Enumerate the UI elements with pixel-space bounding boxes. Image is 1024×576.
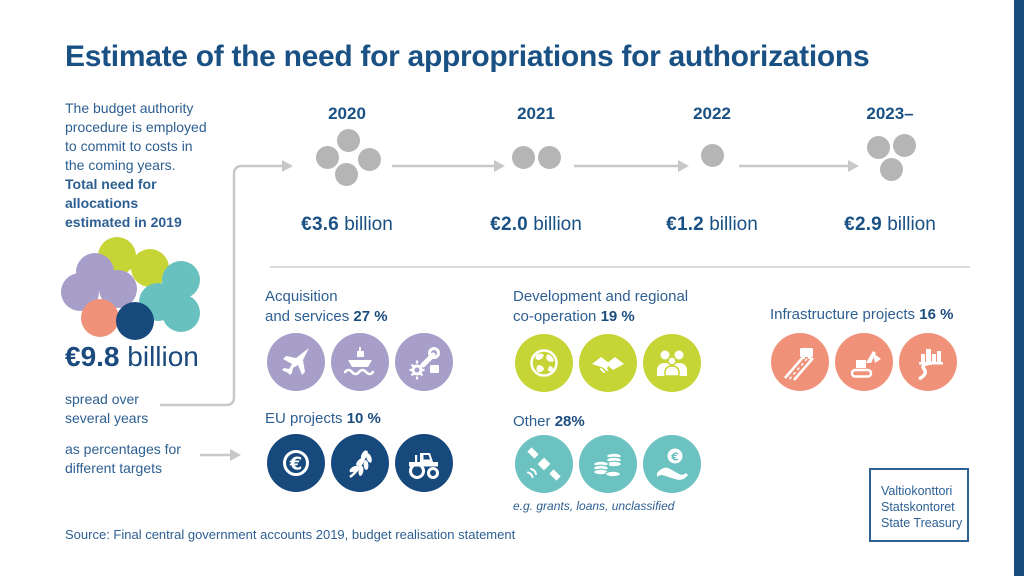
ship-icon	[331, 333, 389, 391]
timeline-dot	[511, 145, 535, 169]
year-label: 2023–	[866, 104, 914, 123]
category-label-other: Other 28%	[513, 413, 585, 430]
category-icons-other: €	[515, 435, 701, 493]
fighter-jet-icon	[267, 333, 325, 391]
timeline-dot	[700, 143, 724, 167]
intro-text-bold: Total need for allocations estimated in …	[65, 176, 182, 230]
svg-text:€: €	[670, 451, 679, 464]
people-icon	[643, 334, 701, 392]
category-label-infrastructure: Infrastructure projects 16 %	[770, 306, 954, 323]
timeline-dot	[315, 145, 339, 169]
logo-line: State Treasury	[881, 516, 963, 530]
category-icons-infrastructure	[771, 333, 957, 391]
timeline-dot	[892, 133, 916, 157]
amount-label: €2.9 billion	[844, 214, 936, 235]
dot-cluster	[810, 124, 970, 212]
satellite-icon	[515, 435, 573, 493]
logo-line: Statskontoret	[881, 500, 955, 514]
excavator-icon	[835, 333, 893, 391]
timeline-column-2022: 2022 €1.2 billion	[632, 104, 792, 236]
timeline-dot	[879, 157, 903, 181]
globe-icon	[515, 334, 573, 392]
timeline-dot	[537, 145, 561, 169]
timeline-column-2020: 2020 €3.6 billion	[267, 104, 427, 236]
city-with-road-icon	[899, 333, 957, 391]
total-bubble	[81, 299, 119, 337]
section-divider	[270, 266, 970, 268]
state-treasury-logo: Valtiokonttori Statskontoret State Treas…	[869, 468, 969, 542]
tools-icon	[395, 333, 453, 391]
category-icons-development	[515, 334, 701, 392]
euro-coin-icon: €	[267, 434, 325, 492]
timeline-dot	[866, 135, 890, 159]
category-icons-eu: €	[267, 434, 453, 492]
right-accent-bar	[1014, 0, 1024, 576]
year-label: 2021	[517, 104, 555, 123]
other-note: e.g. grants, loans, unclassified	[513, 499, 675, 513]
note-spread: spread over several years	[65, 391, 149, 426]
tractor-icon	[395, 434, 453, 492]
dot-cluster	[456, 124, 616, 212]
amount-label: €1.2 billion	[666, 214, 758, 235]
dot-cluster	[632, 124, 792, 212]
arrowhead	[230, 449, 241, 461]
year-label: 2020	[328, 104, 366, 123]
page-title: Estimate of the need for appropriations …	[65, 40, 870, 73]
svg-text:€: €	[289, 454, 303, 475]
amount-label: €3.6 billion	[301, 214, 393, 235]
logo-line: Valtiokonttori	[881, 484, 953, 498]
intro-text: The budget authority procedure is employ…	[65, 100, 207, 173]
note-percentages: as percentages for different targets	[65, 441, 181, 476]
timeline-column-2023: 2023– €2.9 billion	[810, 104, 970, 236]
total-bubble	[116, 302, 154, 340]
category-label-eu: EU projects 10 %	[265, 410, 381, 427]
timeline-dot	[334, 162, 358, 186]
truck-on-road-icon	[771, 333, 829, 391]
dot-cluster	[267, 124, 427, 212]
coin-stacks-icon	[579, 435, 637, 493]
timeline-column-2021: 2021 €2.0 billion	[456, 104, 616, 236]
amount-label: €2.0 billion	[490, 214, 582, 235]
hand-with-euro-icon: €	[643, 435, 701, 493]
timeline-dot	[357, 147, 381, 171]
intro-paragraph: The budget authority procedure is employ…	[65, 99, 245, 232]
timeline-dot	[336, 128, 360, 152]
category-icons-acquisition	[267, 333, 453, 391]
category-label-development: Development and regional co-operation 19…	[513, 288, 689, 325]
total-amount: €9.8 billion	[65, 341, 199, 372]
category-label-acquisition: Acquisition and services 27 %	[265, 288, 388, 325]
source-line: Source: Final central government account…	[65, 527, 516, 542]
year-label: 2022	[693, 104, 731, 123]
handshake-icon	[579, 334, 637, 392]
total-bubble	[162, 294, 200, 332]
wheat-icon	[331, 434, 389, 492]
